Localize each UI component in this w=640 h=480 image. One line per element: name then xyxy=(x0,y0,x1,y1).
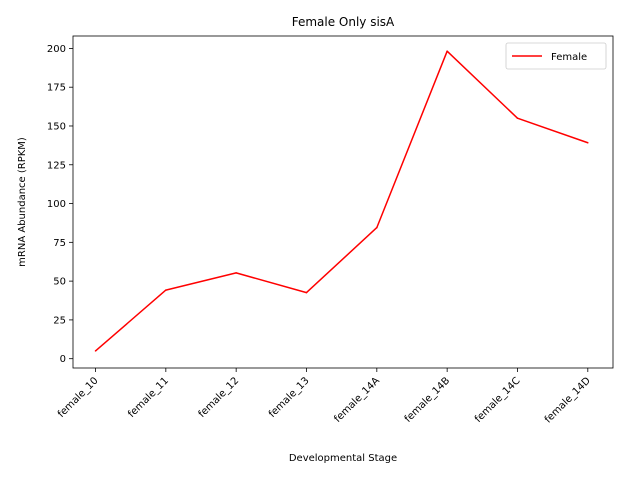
plot-frame xyxy=(72,35,614,369)
y-tick-label: 25 xyxy=(53,315,66,326)
data-point xyxy=(516,117,519,119)
series-line-female xyxy=(95,50,589,352)
data-point xyxy=(165,289,167,291)
x-axis-title: Developmental Stage xyxy=(289,453,397,464)
data-point xyxy=(446,50,448,52)
series-layer xyxy=(94,50,589,352)
data-point xyxy=(305,291,308,294)
data-point xyxy=(94,350,97,352)
y-tick-label: 0 xyxy=(60,354,66,365)
y-tick-label: 150 xyxy=(47,121,66,132)
y-axis-ticks: 0 25 50 75 100 125 150 175 200 xyxy=(47,44,73,365)
legend-box xyxy=(505,42,607,70)
y-tick-label: 175 xyxy=(47,83,66,94)
legend-label-female: Female xyxy=(551,52,587,63)
y-axis-title: mRNA Abundance (RPKM) xyxy=(17,137,28,267)
data-point xyxy=(587,141,589,144)
y-tick-label: 200 xyxy=(47,44,66,55)
data-point xyxy=(376,226,378,229)
data-point xyxy=(235,272,237,274)
chart-title: Female Only sisA xyxy=(292,15,395,29)
y-tick-label: 100 xyxy=(47,199,66,210)
y-tick-label: 125 xyxy=(47,160,66,171)
y-tick-label: 50 xyxy=(53,277,66,288)
legend: Female xyxy=(505,42,607,70)
y-tick-label: 75 xyxy=(53,238,66,249)
